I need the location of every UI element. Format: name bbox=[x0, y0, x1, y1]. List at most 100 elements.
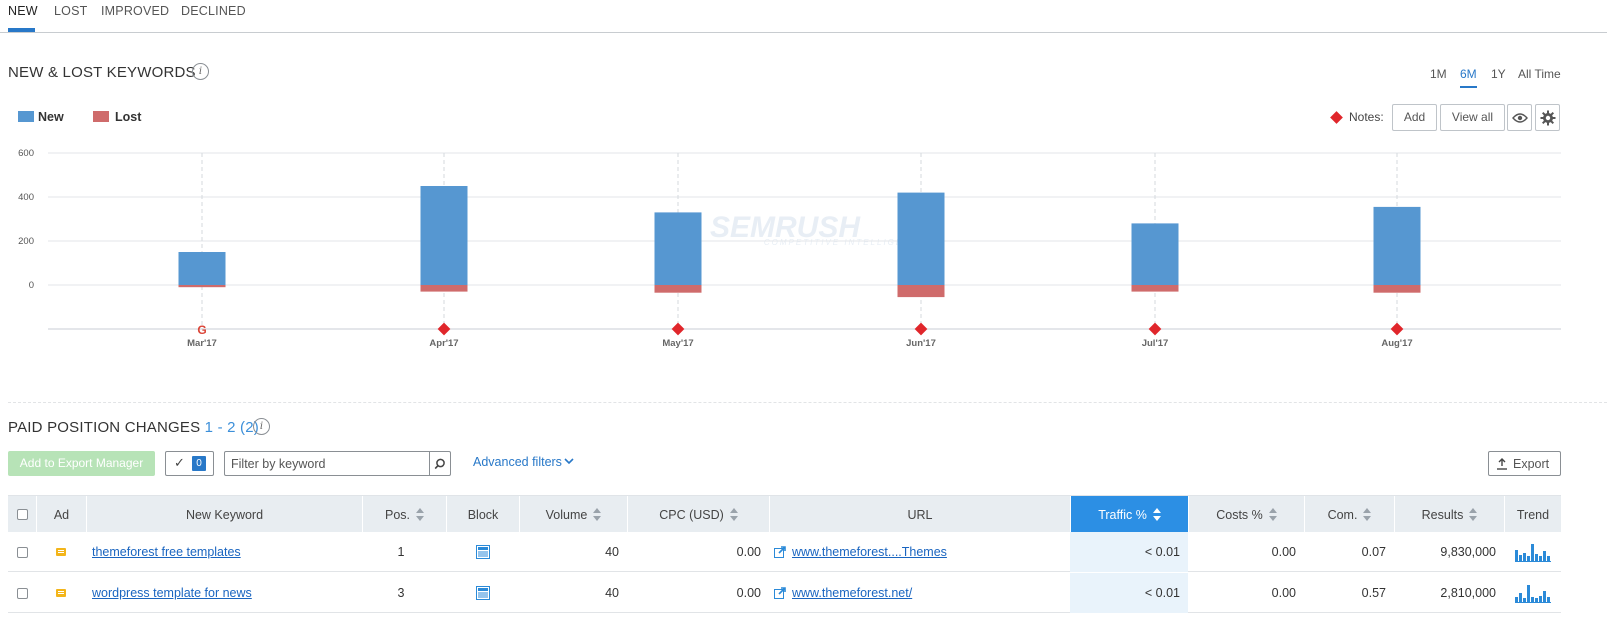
info-icon[interactable]: i bbox=[192, 63, 209, 80]
com-cell: 0.07 bbox=[1361, 545, 1386, 559]
filter-search-button[interactable] bbox=[429, 452, 450, 475]
tab-improved[interactable]: IMPROVED bbox=[101, 4, 170, 18]
sort-icon bbox=[1152, 508, 1161, 521]
add-note-button[interactable]: Add bbox=[1392, 104, 1437, 131]
url-link[interactable]: www.themeforest....Themes bbox=[792, 545, 947, 559]
tab-new[interactable]: NEW bbox=[8, 4, 38, 18]
volume-cell: 40 bbox=[605, 545, 619, 559]
col-url: URL bbox=[769, 496, 1070, 533]
col-traffic[interactable]: Traffic % bbox=[1070, 496, 1188, 533]
col-block-label: Block bbox=[467, 507, 499, 522]
keyword-link[interactable]: wordpress template for news bbox=[92, 586, 252, 600]
external-link-icon[interactable] bbox=[774, 546, 786, 558]
trend-bar bbox=[1530, 544, 1534, 562]
col-new-keyword[interactable]: New Keyword bbox=[86, 496, 362, 533]
google-update-icon: G bbox=[197, 323, 206, 337]
trend-bar bbox=[1518, 555, 1522, 562]
ad-cell bbox=[36, 532, 86, 572]
ad-icon bbox=[56, 548, 66, 556]
trend-bar bbox=[1514, 550, 1518, 562]
tab-lost[interactable]: LOST bbox=[54, 4, 88, 18]
pos-cell: 3 bbox=[397, 586, 405, 600]
add-to-export-manager-button[interactable]: Add to Export Manager bbox=[8, 451, 155, 476]
trend-cell bbox=[1504, 573, 1561, 613]
col-com[interactable]: Com. bbox=[1304, 496, 1394, 533]
table-row: themeforest free templates 1 40 0.00 www… bbox=[8, 532, 1561, 572]
costs-cell: 0.00 bbox=[1271, 586, 1296, 600]
period-1m[interactable]: 1M bbox=[1430, 67, 1447, 81]
x-tick-label: Aug'17 bbox=[1381, 338, 1412, 349]
trend-sparkline bbox=[1514, 585, 1551, 603]
trend-bar bbox=[1526, 585, 1530, 603]
external-link-icon[interactable] bbox=[774, 587, 786, 599]
col-costs-label: Costs % bbox=[1216, 507, 1263, 522]
pos-cell: 1 bbox=[397, 545, 405, 559]
filter-by-keyword-input[interactable] bbox=[225, 452, 430, 475]
section-divider bbox=[8, 402, 1607, 403]
row-select-cell bbox=[8, 573, 36, 613]
keyword-cell: themeforest free templates bbox=[92, 532, 362, 572]
bar-new bbox=[420, 186, 468, 285]
row-select-cell bbox=[8, 532, 36, 572]
checkmark-icon: ✓ bbox=[174, 455, 185, 470]
note-marker-icon bbox=[1148, 322, 1162, 336]
note-marker-icon bbox=[671, 322, 685, 336]
col-costs[interactable]: Costs % bbox=[1188, 496, 1304, 533]
bar-lost bbox=[897, 285, 945, 298]
com-cell: 0.57 bbox=[1361, 586, 1386, 600]
legend-lost-swatch bbox=[93, 111, 109, 122]
trend-bar bbox=[1534, 554, 1538, 562]
trend-bar bbox=[1538, 556, 1542, 562]
gear-icon bbox=[1540, 110, 1555, 125]
bar-new bbox=[178, 252, 226, 285]
trend-bar bbox=[1542, 551, 1546, 562]
sort-icon bbox=[1469, 508, 1478, 521]
period-1y[interactable]: 1Y bbox=[1491, 67, 1506, 81]
cpc-cell: 0.00 bbox=[736, 545, 761, 559]
serp-block-icon bbox=[475, 545, 490, 559]
col-cpc[interactable]: CPC (USD) bbox=[627, 496, 769, 533]
col-volume-label: Volume bbox=[545, 507, 588, 522]
notes-marker-icon bbox=[1330, 111, 1343, 124]
col-block: Block bbox=[446, 496, 519, 533]
legend-new-label[interactable]: New bbox=[38, 110, 64, 124]
trend-sparkline bbox=[1514, 544, 1551, 562]
trend-bar bbox=[1546, 597, 1550, 603]
paid-result-count[interactable]: 1 - 2 (2) bbox=[204, 419, 259, 436]
col-new-keyword-label: New Keyword bbox=[185, 507, 264, 522]
y-tick-label: 600 bbox=[18, 148, 34, 159]
chart-settings-button[interactable] bbox=[1535, 104, 1560, 131]
url-link[interactable]: www.themeforest.net/ bbox=[792, 586, 913, 600]
ad-cell bbox=[36, 573, 86, 613]
row-checkbox[interactable] bbox=[16, 546, 28, 558]
x-tick-label: May'17 bbox=[662, 338, 693, 349]
notes-label: Notes: bbox=[1349, 110, 1384, 124]
paid-info-icon[interactable]: i bbox=[253, 418, 270, 435]
tab-declined[interactable]: DECLINED bbox=[181, 4, 246, 18]
col-volume[interactable]: Volume bbox=[519, 496, 627, 533]
legend-lost-label[interactable]: Lost bbox=[115, 110, 142, 124]
row-checkbox[interactable] bbox=[16, 587, 28, 599]
col-results[interactable]: Results bbox=[1394, 496, 1504, 533]
note-marker-icon bbox=[437, 322, 451, 336]
col-pos[interactable]: Pos. bbox=[362, 496, 446, 533]
select-all-checkbox[interactable] bbox=[16, 509, 28, 520]
export-button[interactable]: Export bbox=[1488, 451, 1561, 476]
semrush-watermark: SEMRUSH bbox=[710, 211, 861, 244]
show-notes-button[interactable] bbox=[1507, 104, 1532, 131]
block-cell bbox=[446, 573, 519, 613]
trend-bar bbox=[1542, 591, 1546, 603]
selected-items-button[interactable]: ✓ 0 bbox=[165, 451, 214, 476]
col-com-label: Com. bbox=[1327, 507, 1358, 522]
advanced-filters-toggle[interactable]: Advanced filters bbox=[473, 455, 562, 469]
x-tick-label: Jun'17 bbox=[906, 338, 936, 349]
col-url-label: URL bbox=[907, 507, 933, 522]
view-all-notes-button[interactable]: View all bbox=[1440, 104, 1505, 131]
period-all-time[interactable]: All Time bbox=[1518, 67, 1561, 81]
keyword-link[interactable]: themeforest free templates bbox=[92, 545, 241, 559]
trend-bar bbox=[1526, 556, 1530, 562]
chevron-down-icon[interactable] bbox=[563, 455, 575, 467]
table-header: Ad New Keyword Pos. Block Volume CPC (US… bbox=[8, 495, 1561, 533]
period-6m[interactable]: 6M bbox=[1460, 67, 1477, 81]
sort-icon bbox=[1363, 508, 1372, 521]
